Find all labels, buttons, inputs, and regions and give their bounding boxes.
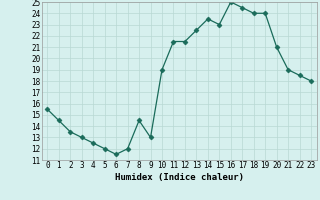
- X-axis label: Humidex (Indice chaleur): Humidex (Indice chaleur): [115, 173, 244, 182]
